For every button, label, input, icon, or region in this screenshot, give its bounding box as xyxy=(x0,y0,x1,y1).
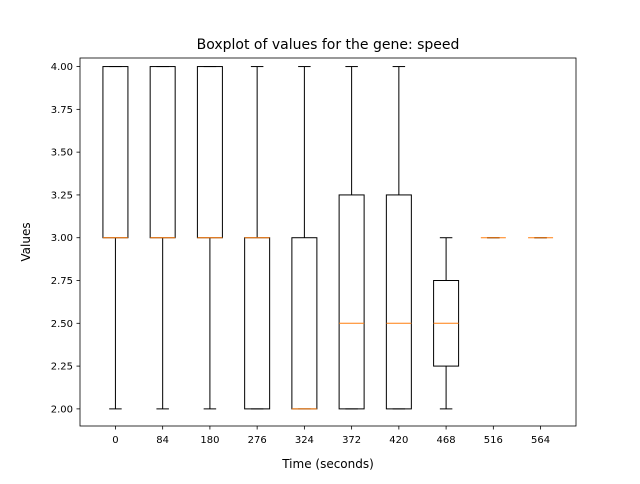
box xyxy=(385,194,412,410)
x-tick-label: 324 xyxy=(295,435,314,446)
axes-frame xyxy=(79,57,577,427)
x-tick-label: 276 xyxy=(248,435,267,446)
x-tick-label: 420 xyxy=(389,435,408,446)
x-tick-label: 0 xyxy=(112,435,118,446)
x-axis-label: Time (seconds) xyxy=(281,457,374,471)
plot-area: 2.00 2.25 2.50 2.75 3.00 3.25 3.50 3.75 4.00 0 84 1… xyxy=(51,57,577,446)
y-tick-label: 4.00 xyxy=(51,62,73,73)
x-tick-label: 372 xyxy=(342,435,361,446)
box xyxy=(338,194,365,410)
x-tick-label: 468 xyxy=(437,435,456,446)
y-tick-label: 3.50 xyxy=(51,148,73,159)
y-tick-label: 2.75 xyxy=(51,276,73,287)
y-tick-label: 2.25 xyxy=(51,362,73,373)
x-tick-label: 84 xyxy=(156,435,169,446)
y-tick-label: 3.00 xyxy=(51,233,73,244)
y-axis-label: Values xyxy=(19,222,33,261)
chart-title: Boxplot of values for the gene: speed xyxy=(197,37,460,53)
y-tick-label: 3.25 xyxy=(51,190,73,201)
x-tick-label: 180 xyxy=(200,435,219,446)
x-tick-label: 564 xyxy=(531,435,550,446)
y-tick-label: 3.75 xyxy=(51,105,73,116)
y-tick-label: 2.50 xyxy=(51,319,73,330)
y-tick-label: 2.00 xyxy=(51,404,73,415)
x-tick-label: 516 xyxy=(484,435,503,446)
